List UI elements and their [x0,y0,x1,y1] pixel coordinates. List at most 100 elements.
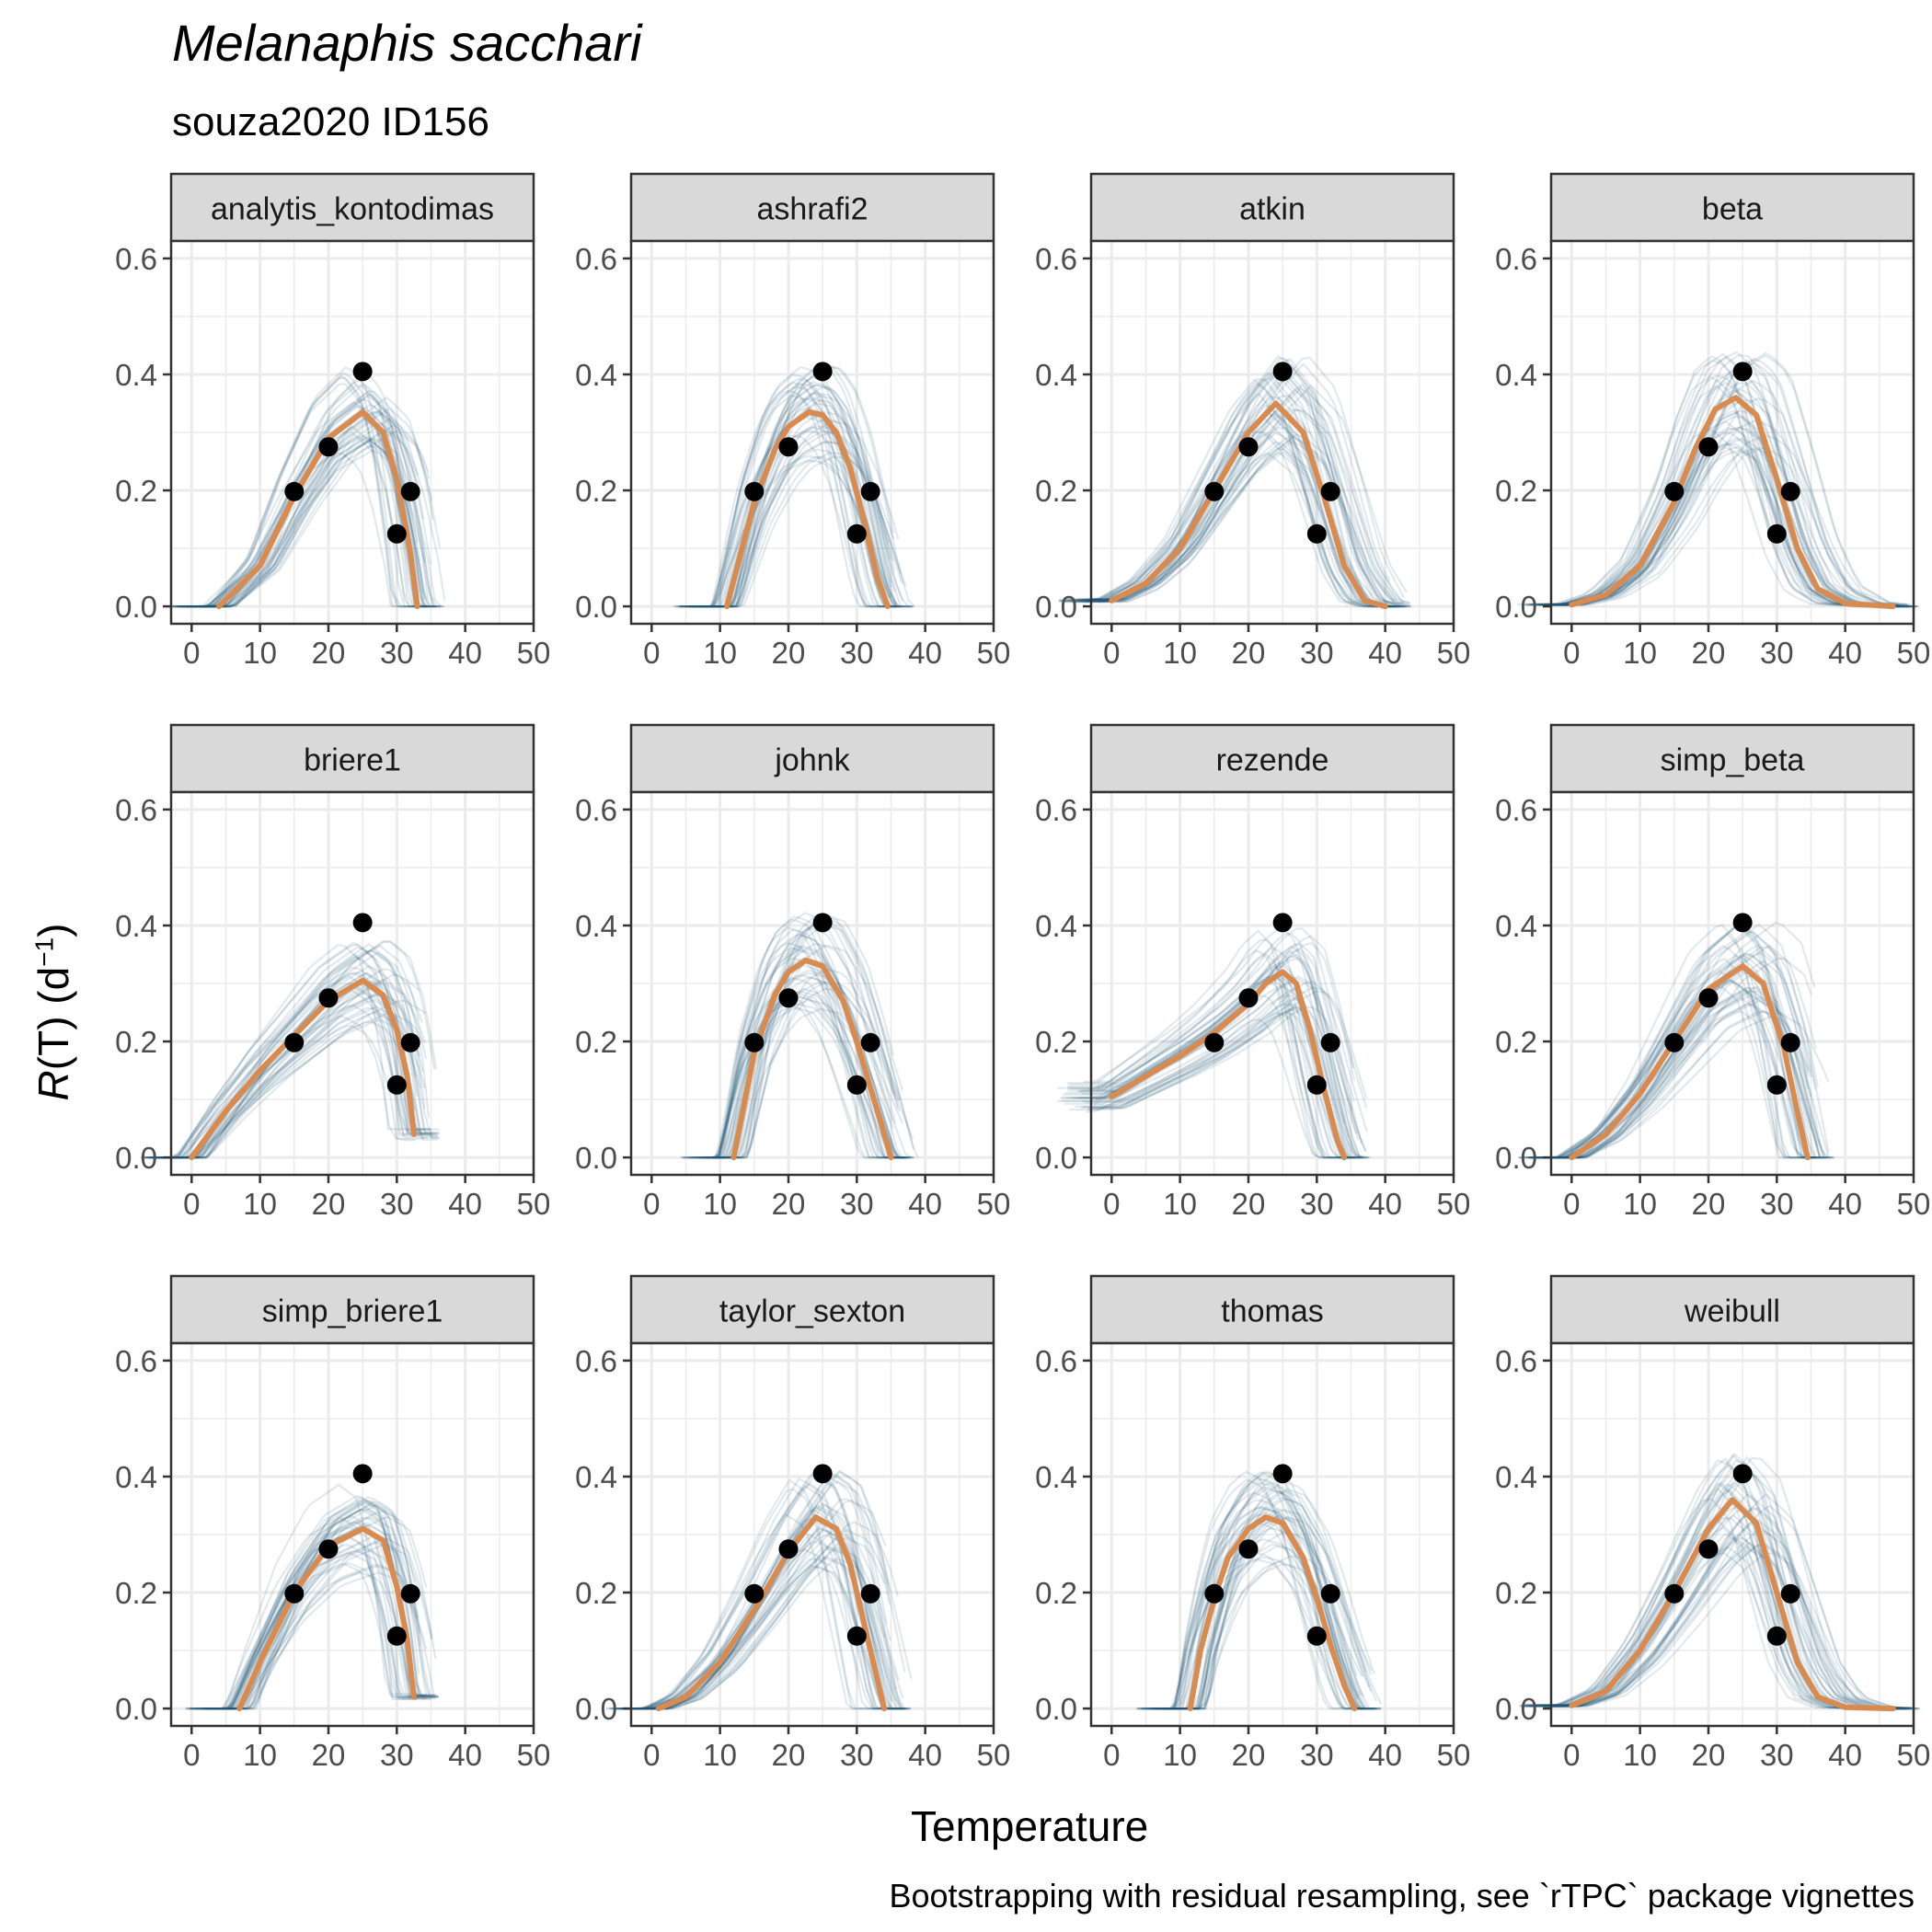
bootstrap-curve [1557,1507,1907,1709]
bootstrap-curve [1067,945,1367,1159]
bootstrap-curve [634,1478,888,1710]
bootstrap-curve [712,391,892,608]
x-tick-label: 50 [517,1187,551,1221]
bootstrap-curve [1142,1489,1375,1710]
bootstrap-curve [621,1471,891,1710]
panel-border [169,239,535,626]
bootstrap-curve [605,1558,897,1710]
bootstrap-curve [192,383,428,608]
panel-border [629,790,995,1177]
bootstrap-curve [1535,990,1833,1159]
data-point [860,1583,880,1604]
x-tick-label: 40 [1828,1187,1862,1221]
facet-strip [169,723,535,794]
bootstrap-curve [1523,1482,1912,1710]
x-tick-label: 0 [1563,1187,1580,1221]
bootstrap-curve [1097,927,1363,1145]
x-tick-label: 10 [1623,1187,1657,1221]
bootstrap-curve [169,974,427,1159]
bootstrap-curve [1059,371,1407,608]
x-tick-label: 50 [1437,1187,1471,1221]
bootstrap-curve [1152,1505,1370,1710]
x-tick-label: 30 [840,1738,874,1772]
x-tick-label: 40 [448,1738,482,1772]
y-tick-label: 0.2 [575,474,617,508]
y-tick-label: 0.0 [115,1141,157,1175]
bootstrap-curve [1141,1551,1381,1710]
panel-weibull: weibull 0 10 20 30 40 50 0.0 0.2 0.4 0.6 [1495,1274,1930,1772]
figure-title: Melanaphis sacchari [172,14,642,72]
y-tick-label: 0.4 [575,358,617,392]
bootstrap-curve [1157,1508,1377,1710]
data-point [778,988,799,1008]
bootstrap-curve [1087,384,1408,602]
figure-subtitle: souza2020 ID156 [172,99,489,144]
bootstrap-curve [189,1520,436,1710]
bootstrap-curve [222,1526,439,1710]
bootstrap-curve [1152,1491,1367,1710]
y-tick-label: 0.2 [1035,474,1077,508]
y-tick-label: 0.0 [1035,1692,1077,1726]
y-tick-label: 0.2 [575,1576,617,1610]
bootstrap-curve [1070,382,1409,608]
bootstrap-curve [1160,1478,1381,1710]
x-tick-label: 20 [312,1738,346,1772]
y-tick-label: 0.2 [1495,474,1537,508]
bootstrap-curve [174,411,425,608]
bootstrap-curve [708,434,896,608]
bootstrap-curve [217,1514,426,1710]
x-tick-label: 0 [1563,636,1580,670]
data-point [846,523,867,544]
data-point [318,437,339,457]
x-tick-label: 40 [448,636,482,670]
x-tick-label: 30 [1760,636,1794,670]
bootstrap-curve [684,366,903,608]
bootstrap-curve [1551,418,1910,606]
x-tick-label: 40 [1368,636,1402,670]
bootstrap-curve [1169,1481,1359,1709]
bootstrap-curve [1095,943,1353,1111]
data-point [778,437,799,457]
y-tick-label: 0.0 [1495,590,1537,624]
bootstrap-curve [1089,388,1396,602]
bootstrap-curve [712,981,897,1159]
y-tick-label: 0.6 [1035,242,1077,276]
bootstrap-curve [1550,399,1901,607]
bootstrap-curve [1061,979,1350,1159]
facet-strip [629,1274,995,1345]
x-tick-label: 0 [1563,1738,1580,1772]
bootstrap-curve [1166,1486,1362,1710]
bootstrap-curve [1071,452,1407,608]
bootstrap-curve [190,1571,417,1710]
x-tick-label: 50 [517,1738,551,1772]
bootstrap-curve [141,999,427,1159]
bootstrap-curve [152,1006,429,1159]
y-tick-label: 0.0 [115,1692,157,1726]
facet-strip-label: simp_beta [1661,743,1805,778]
bootstrap-curve [220,1516,431,1710]
bootstrap-curve [1552,397,1895,606]
y-tick-label: 0.6 [575,793,617,827]
bootstrap-curve [204,435,426,608]
facet-strip-label: atkin [1239,192,1305,227]
bootstrap-curve [143,944,431,1159]
data-point [386,1075,407,1095]
bootstrap-curve [1162,1496,1371,1710]
facet-strip [629,172,995,243]
y-tick-label: 0.0 [1495,1692,1537,1726]
data-point [318,988,339,1008]
data-point [1698,988,1719,1008]
bootstrap-curve [708,1007,904,1159]
y-tick-label: 0.2 [1035,1576,1077,1610]
bootstrap-curve [687,381,898,608]
bootstrap-curve [1173,1513,1358,1710]
bootstrap-curve [641,1528,891,1710]
bootstrap-curve [1144,1498,1364,1710]
bootstrap-curve [1543,1009,1812,1159]
x-tick-label: 10 [243,636,277,670]
data-point [386,1626,407,1646]
panel-border [1089,239,1455,626]
bootstrap-curve [186,1502,435,1710]
bootstrap-curve [1063,964,1355,1159]
